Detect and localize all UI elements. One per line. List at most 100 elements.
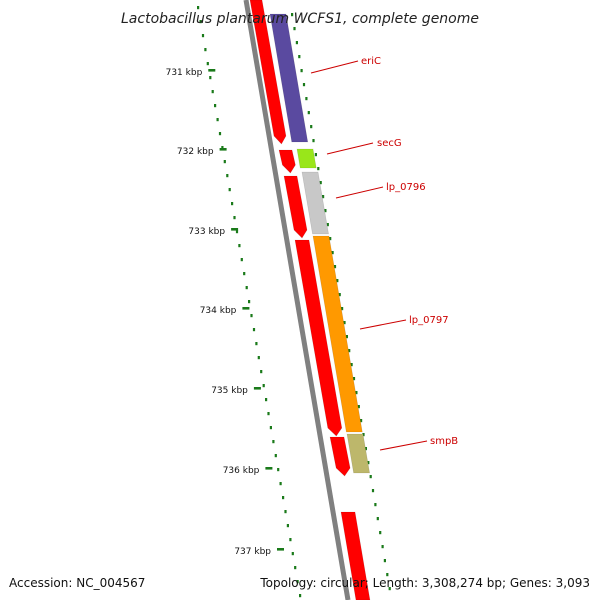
kbp-label: 731 kbp <box>166 68 203 78</box>
gc-dot <box>345 335 348 339</box>
cds-red-1[interactable] <box>249 0 287 145</box>
kbp-label: 734 kbp <box>200 306 237 316</box>
gc-dot <box>348 349 351 353</box>
gc-dot <box>265 398 268 402</box>
gc-dot <box>294 566 297 570</box>
gc-dot <box>295 41 298 45</box>
cds-red-5[interactable] <box>329 436 351 477</box>
kbp-label: 737 kbp <box>234 547 271 557</box>
gc-dot <box>216 118 219 122</box>
kbp-tick <box>265 467 273 470</box>
gene-labels: eriC secG lp_0796 lp_0797 smpB <box>310 56 458 451</box>
gc-dot <box>357 405 360 409</box>
gc-dot <box>214 104 217 108</box>
accession-text: Accession: NC_004567 <box>9 576 145 590</box>
gc-dot <box>226 174 229 178</box>
gc-dot <box>218 132 222 136</box>
gc-dot <box>374 503 377 507</box>
gc-dot <box>341 307 344 311</box>
gc-dot <box>333 265 337 269</box>
gc-dot <box>252 328 256 332</box>
red-cds-track <box>249 0 371 600</box>
kbp-tick <box>219 148 227 151</box>
gene-label-smpB: smpB <box>430 436 458 447</box>
gc-dot <box>255 342 258 346</box>
gc-dot <box>197 6 200 10</box>
gene-label-lp_0796: lp_0796 <box>386 182 426 193</box>
map-title: Lactobacillus plantarum WCFS1, complete … <box>121 11 479 27</box>
gc-dot <box>300 69 303 73</box>
gene-label-line <box>326 142 374 155</box>
gc-dot <box>352 377 356 381</box>
gc-skew-dots-left <box>197 6 302 598</box>
gc-dot <box>211 90 214 94</box>
gc-dot <box>272 440 275 444</box>
kbp-tick <box>277 548 284 551</box>
cds-red-6[interactable] <box>340 511 371 600</box>
gene-lp_0796[interactable] <box>301 171 329 235</box>
gc-dot <box>279 482 282 486</box>
gc-dot <box>312 139 315 143</box>
gc-dot <box>282 496 285 500</box>
gc-dot <box>383 559 386 563</box>
gc-dot <box>206 62 209 66</box>
gc-dot <box>269 426 272 430</box>
kbp-scale: 731 kbp 732 kbp 733 kbp 734 kbp 735 kbp 736 k… <box>166 68 284 557</box>
gene-label-line <box>359 319 407 330</box>
gene-label-lp_0797: lp_0797 <box>409 315 449 326</box>
gc-dot <box>371 489 375 493</box>
gc-dot <box>248 300 251 304</box>
gc-dot <box>322 195 325 199</box>
cds-red-4[interactable] <box>294 239 343 437</box>
gc-dot <box>238 244 241 248</box>
kbp-label: 736 kbp <box>223 466 260 476</box>
gene-smpB[interactable] <box>346 433 370 474</box>
gc-dot <box>296 580 299 584</box>
gene-label-eriC: eriC <box>361 56 381 67</box>
gc-dot <box>314 153 317 157</box>
gc-dot <box>291 13 294 17</box>
kbp-label: 733 kbp <box>188 227 225 237</box>
cds-red-2[interactable] <box>278 149 296 174</box>
gc-dot <box>331 251 334 255</box>
gc-dot <box>386 573 389 577</box>
gene-eriC[interactable] <box>269 13 309 143</box>
gc-dot <box>326 223 329 227</box>
gc-dot <box>201 34 205 38</box>
gc-dot <box>299 594 302 598</box>
gc-dot <box>343 321 346 325</box>
gc-dot <box>257 356 260 360</box>
gene-label-line <box>310 60 359 74</box>
gc-dot <box>228 188 231 192</box>
gene-lp_0797[interactable] <box>312 235 363 433</box>
gc-dot <box>310 125 313 129</box>
gc-dot <box>262 384 265 388</box>
gc-dot <box>267 412 270 416</box>
gc-dot <box>235 230 239 234</box>
kbp-tick <box>242 307 250 310</box>
gc-dot <box>336 279 339 283</box>
gc-dot <box>319 181 322 185</box>
gc-dot <box>243 272 246 276</box>
gc-dot <box>250 314 253 318</box>
gc-dot <box>204 48 207 52</box>
gene-secG[interactable] <box>296 148 317 169</box>
colored-cds-track <box>269 13 370 474</box>
gc-dot <box>298 55 301 59</box>
gc-dot <box>293 27 296 31</box>
genome-summary-text: Topology: circular; Length: 3,308,274 bp… <box>259 576 590 590</box>
gc-skew-dots-right <box>291 13 391 591</box>
cds-red-3[interactable] <box>283 175 308 239</box>
kbp-label: 735 kbp <box>211 386 248 396</box>
gc-dot <box>245 286 248 290</box>
gc-dot <box>307 111 310 115</box>
gc-dot <box>388 587 391 591</box>
gc-dot <box>362 433 365 437</box>
gc-dot <box>317 167 320 171</box>
gc-dot <box>277 468 280 472</box>
gc-dot <box>350 363 353 367</box>
gc-dot <box>360 419 363 423</box>
kbp-tick <box>231 228 239 231</box>
gc-dot <box>221 146 224 150</box>
gc-dot <box>329 237 332 241</box>
